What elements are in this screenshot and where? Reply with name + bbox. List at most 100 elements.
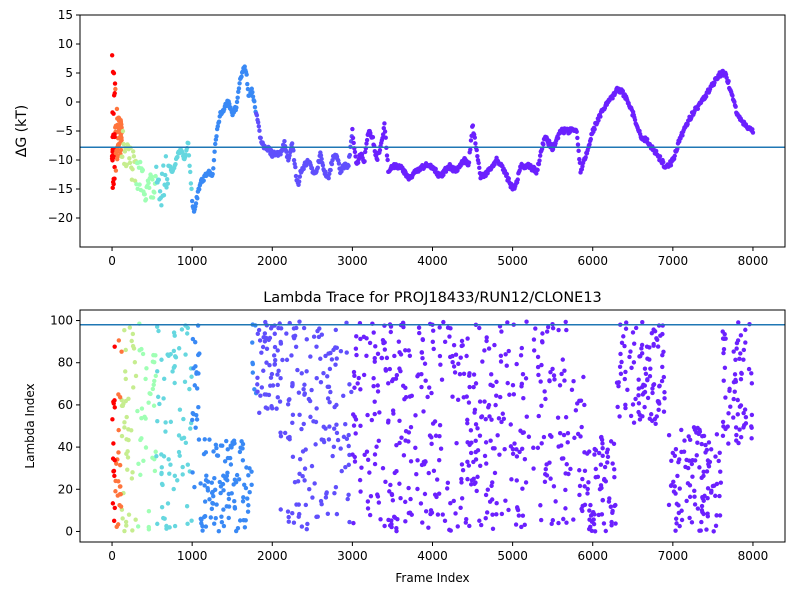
lambda-point [123, 519, 129, 525]
lambda-point [720, 329, 725, 334]
lambda-point [647, 374, 653, 379]
lambda-point [332, 490, 337, 496]
lambda-point [717, 493, 722, 499]
dg-point [555, 135, 561, 141]
lambda-point [350, 412, 356, 417]
lambda-point [346, 432, 351, 438]
lambda-point [648, 366, 653, 371]
lambda-point [613, 502, 618, 508]
dg-point [150, 195, 156, 200]
lambda-point [407, 394, 413, 399]
lambda-point [196, 405, 201, 410]
lambda-point [266, 337, 272, 343]
lambda-point [218, 484, 224, 489]
lambda-point [372, 461, 378, 467]
lambda-point [713, 523, 719, 528]
lambda-point [578, 398, 584, 403]
lambda-point [705, 486, 711, 491]
lambda-point [364, 353, 369, 358]
chart-lambda-trace: 0 1000 2000 3000 4000 5000 6000 7000 8000 0 20 40 6… [23, 290, 786, 585]
dg-point [130, 149, 136, 154]
lambda-point [475, 426, 480, 431]
dg-point [109, 53, 115, 58]
dg-point [588, 136, 594, 142]
lambda-point [330, 453, 335, 459]
lambda-point [123, 369, 128, 374]
lambda-point [155, 418, 160, 424]
lambda-point [478, 463, 483, 468]
dg-point [291, 148, 296, 153]
lambda-point [642, 383, 647, 388]
lambda-point [194, 371, 199, 376]
lambda-point [419, 350, 424, 355]
lambda-point [272, 344, 278, 350]
lambda-point [608, 504, 614, 509]
lambda-point [334, 430, 340, 436]
lambda-point [267, 362, 272, 368]
lambda-point [389, 518, 394, 523]
lambda-point [314, 344, 319, 349]
lambda-point [720, 419, 726, 425]
lambda-point [581, 374, 586, 380]
lambda-point [232, 506, 238, 511]
dg-point [150, 177, 155, 182]
lambda-point [439, 377, 445, 382]
lambda-point [234, 472, 240, 478]
lambda-point [593, 448, 599, 453]
lambda-point [708, 447, 714, 452]
dg-point [653, 148, 659, 154]
dg-point [112, 164, 117, 170]
lambda-point [637, 354, 642, 359]
lambda-point [621, 334, 626, 339]
lambda-point [255, 382, 260, 387]
lambda-point [501, 416, 507, 422]
lambda-point [265, 406, 270, 411]
lambda-point [139, 436, 144, 441]
lambda-point [387, 489, 392, 494]
lambda-point [471, 372, 477, 377]
dg-point [124, 162, 129, 167]
dg-point [296, 179, 302, 184]
lambda-point [219, 519, 225, 525]
lambda-point [657, 384, 662, 389]
lambda-point [302, 478, 307, 483]
dg-point [645, 136, 650, 142]
dg-point [575, 142, 581, 147]
lambda-point [334, 345, 340, 350]
lambda-point [308, 414, 313, 420]
lambda-point [264, 360, 269, 365]
lambda-point [516, 513, 522, 518]
dg-point [112, 132, 117, 137]
lambda-point [451, 342, 457, 348]
lambda-point [372, 411, 377, 417]
lambda-point [492, 446, 497, 451]
lambda-point [692, 427, 698, 432]
dg-point [301, 166, 306, 172]
lambda-point [429, 390, 434, 396]
lambda-point [297, 412, 302, 418]
lambda-point [168, 462, 173, 467]
dg-point [173, 161, 178, 167]
lambda-point [535, 354, 541, 360]
lambda-point [600, 441, 605, 446]
lambda-point [475, 474, 480, 480]
lambda-point [716, 458, 721, 464]
dg-point [140, 167, 146, 173]
lambda-point [383, 368, 389, 373]
dg-x-ticks: 0 1000 2000 3000 4000 5000 6000 7000 8000 [108, 247, 768, 268]
lambda-point [437, 457, 442, 463]
lambda-point [431, 346, 436, 352]
lambda-point [159, 465, 164, 470]
lambda-point [379, 355, 384, 361]
lambda-point [652, 329, 658, 334]
lambda-point [185, 331, 190, 336]
lambda-point [202, 514, 207, 520]
lambda-point [519, 524, 524, 530]
dg-point [577, 157, 582, 162]
dg-point [120, 128, 126, 134]
lambda-point [291, 326, 297, 331]
lambda-point [633, 325, 639, 331]
lambda-point [519, 381, 525, 387]
dg-point [189, 198, 195, 204]
dg-point [186, 141, 191, 146]
